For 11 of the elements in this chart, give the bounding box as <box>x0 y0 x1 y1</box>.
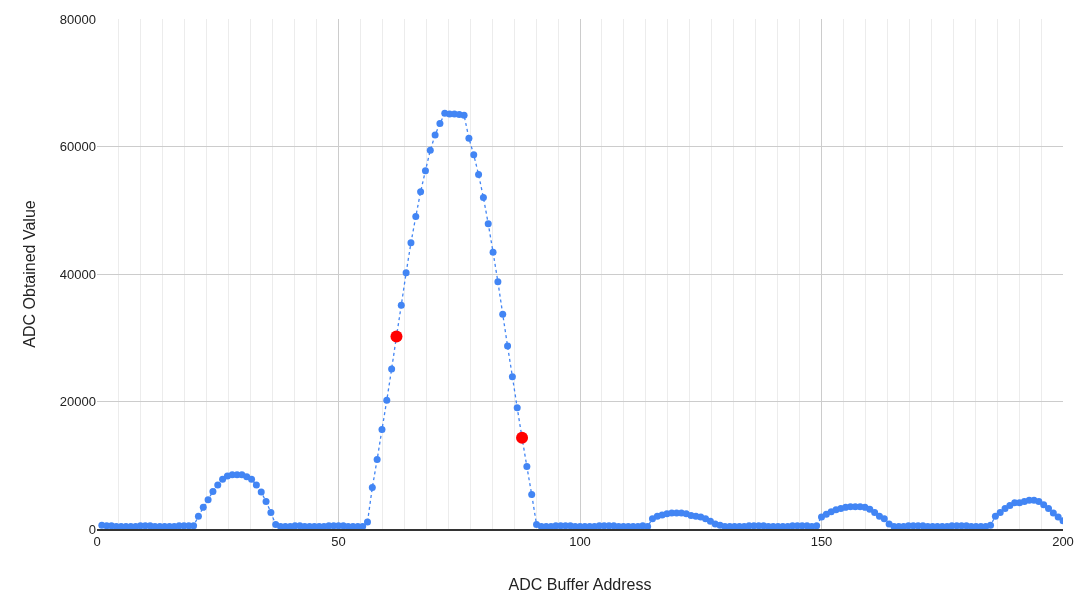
x-tick-label: 200 <box>1052 534 1074 550</box>
x-tick-label: 50 <box>331 534 346 550</box>
x-tick-label: 150 <box>810 534 833 550</box>
x-axis-title: ADC Buffer Address <box>508 575 652 593</box>
y-tick-label: 40000 <box>59 266 96 282</box>
x-tick-label: 100 <box>569 534 591 550</box>
y-axis-title: ADC Obtained Value <box>20 200 38 348</box>
y-tick-label: 60000 <box>59 139 96 155</box>
y-tick-label: 0 <box>88 521 96 537</box>
y-tick-label: 20000 <box>59 394 96 410</box>
y-tick-label: 80000 <box>59 11 96 27</box>
